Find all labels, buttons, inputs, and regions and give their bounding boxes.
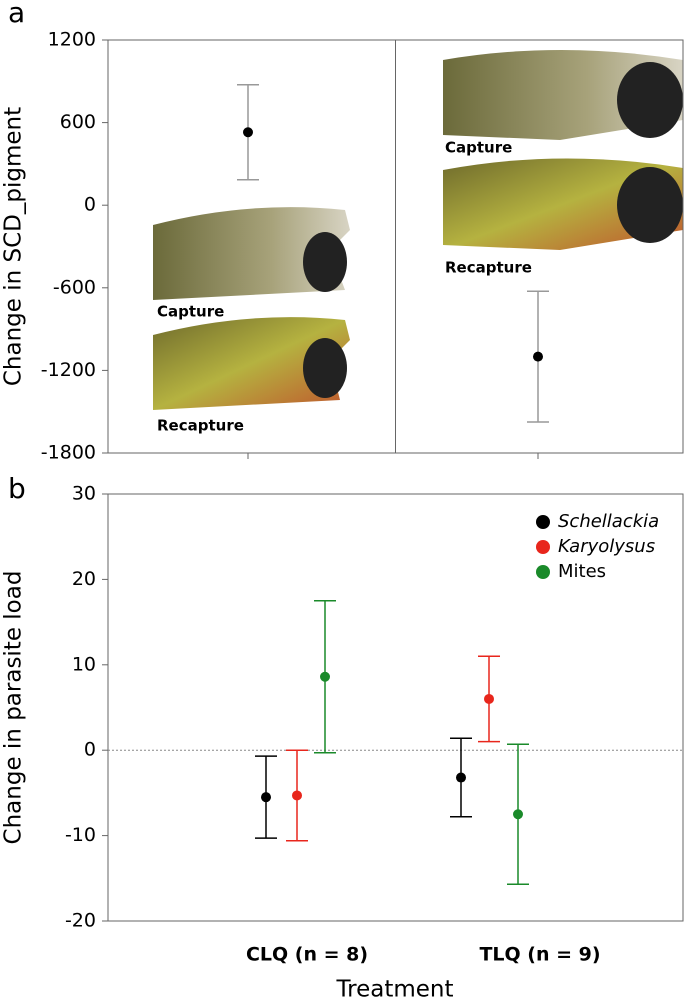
y-tick-label: -20 [65, 910, 96, 932]
annotation: Recapture [445, 259, 532, 277]
point [533, 351, 543, 362]
point [484, 693, 494, 704]
x-tick-label: TLQ (n = 9) [479, 944, 600, 966]
y-tick-label: 1200 [48, 29, 96, 51]
legend-marker [536, 515, 550, 529]
y-tick-label: 30 [72, 483, 96, 505]
photo-recapture-b [443, 158, 683, 250]
legend-marker [536, 540, 550, 554]
y-tick-label: -1200 [41, 359, 96, 381]
lizard-photos [153, 50, 683, 410]
plot-frame [107, 493, 684, 922]
point [292, 790, 302, 801]
y-tick-label: -10 [65, 824, 96, 846]
x-tick-label: CLQ (n = 8) [246, 944, 368, 966]
y-tick-label: -600 [53, 276, 96, 298]
photo-object [303, 232, 347, 292]
point [243, 127, 253, 138]
y-tick-label: 10 [72, 653, 96, 675]
annotation: Capture [157, 303, 224, 321]
point [513, 809, 523, 820]
x-axis-title: Treatment [335, 977, 453, 1003]
y-tick-label: -1800 [41, 442, 96, 464]
legend-label: Karyolysus [558, 536, 655, 557]
legend-label: Mites [558, 561, 606, 582]
photo-object [617, 167, 683, 243]
photo-object [303, 338, 347, 398]
y-tick-label: 0 [84, 194, 96, 216]
y-tick-label: 0 [84, 739, 96, 761]
point [320, 671, 330, 682]
point [261, 792, 271, 803]
legend-marker [536, 565, 550, 579]
panel-label: b [8, 472, 26, 505]
photo-recapture-a [153, 317, 350, 410]
y-axis-title: Change in parasite load [1, 571, 27, 845]
photo-object [617, 62, 683, 138]
annotation: Capture [445, 139, 512, 157]
legend-label: Schellackia [558, 511, 659, 532]
y-axis-title: Change in SCD_pigment [1, 107, 27, 386]
panel-label: a [8, 0, 25, 29]
annotation: Recapture [157, 417, 244, 435]
point [456, 772, 466, 783]
y-tick-label: 20 [72, 568, 96, 590]
photo-capture-a [153, 207, 350, 300]
y-tick-label: 600 [60, 111, 96, 133]
